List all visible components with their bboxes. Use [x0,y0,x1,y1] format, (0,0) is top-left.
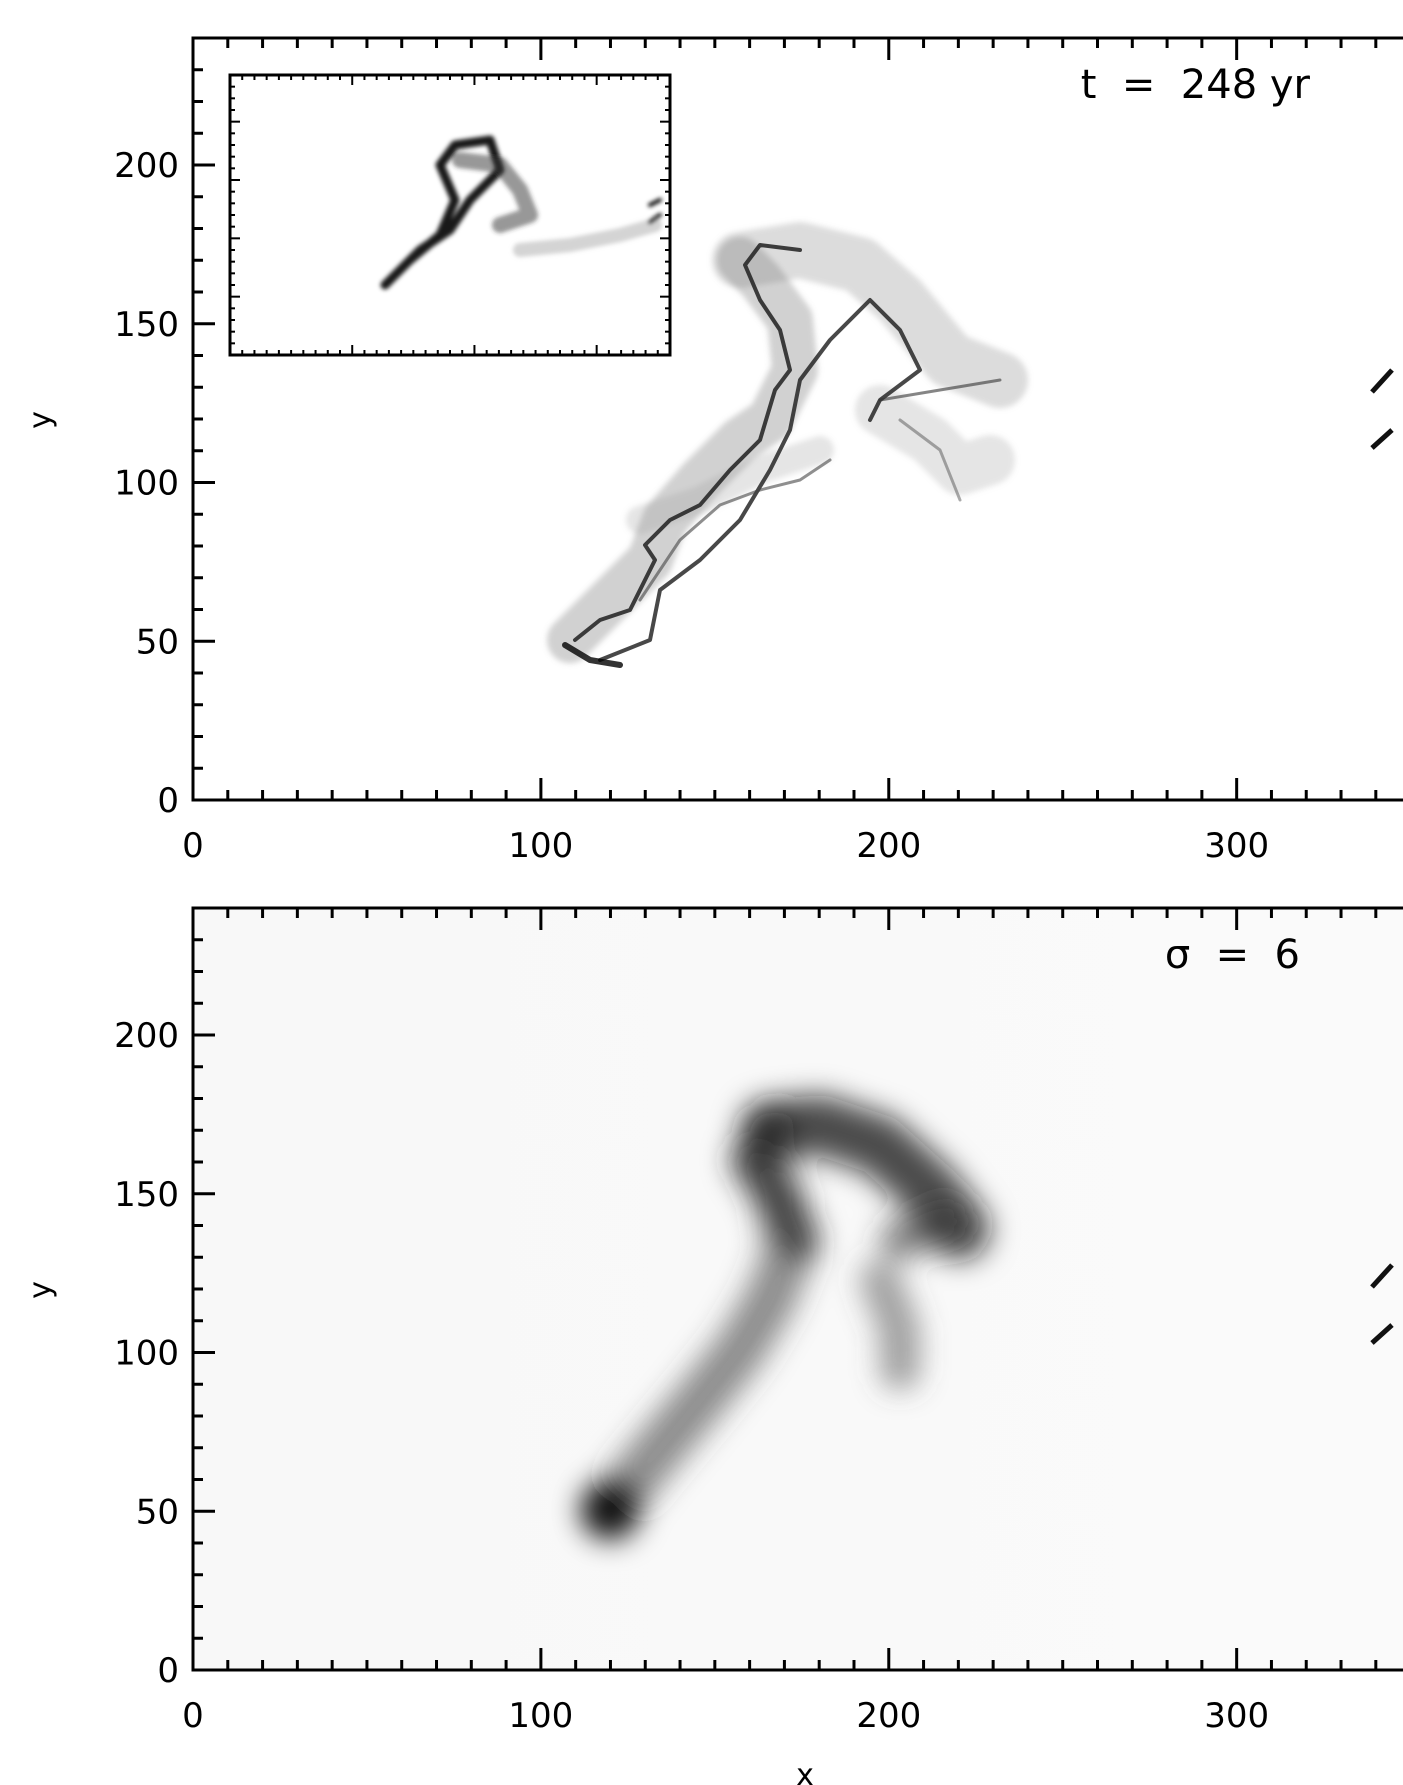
bottom-x-axis-label: x [796,1758,814,1785]
x-tick-label: 0 [182,1696,204,1736]
inset-ticks [229,74,671,356]
inset-panel [228,73,672,357]
x-tick-label: 300 [1204,826,1269,866]
time-annotation: t = 248 yr [1081,62,1311,108]
inset-image [380,135,662,290]
top-x-tick-labels: 0 100 200 300 [182,826,1269,866]
x-tick-label: 300 [1204,1696,1269,1736]
top-axis-ticks [191,36,1378,802]
top-right-edge-marks [1370,368,1394,450]
y-tick-label: 150 [114,305,179,345]
top-y-tick-labels: 0 50 100 150 200 [114,146,179,821]
bottom-right-edge-marks [1370,1263,1394,1345]
y-tick-label: 50 [136,1492,179,1532]
bottom-y-axis-label: y [23,1281,58,1299]
top-panel: 0 100 200 300 0 50 100 150 200 t = 248 yr y [23,36,1403,866]
y-tick-label: 100 [114,1334,179,1374]
x-tick-label: 200 [856,826,921,866]
sigma-annotation: σ = 6 [1165,932,1300,978]
bottom-axis-ticks [191,906,1378,1672]
top-panel-image [547,222,1394,668]
top-y-axis-label: y [23,411,58,429]
y-tick-label: 200 [114,146,179,186]
bottom-panel: 0 100 200 300 0 50 100 150 200 σ = 6 y x [23,906,1403,1785]
bottom-y-tick-labels: 0 50 100 150 200 [114,1016,179,1691]
x-tick-label: 0 [182,826,204,866]
y-tick-label: 50 [136,622,179,662]
y-tick-label: 0 [157,781,179,821]
y-tick-label: 200 [114,1016,179,1056]
x-tick-label: 200 [856,1696,921,1736]
bottom-x-tick-labels: 0 100 200 300 [182,1696,1269,1736]
y-tick-label: 100 [114,464,179,504]
y-tick-label: 150 [114,1175,179,1215]
bottom-panel-image [580,1095,990,1540]
x-tick-label: 100 [508,1696,573,1736]
x-tick-label: 100 [508,826,573,866]
y-tick-label: 0 [157,1651,179,1691]
